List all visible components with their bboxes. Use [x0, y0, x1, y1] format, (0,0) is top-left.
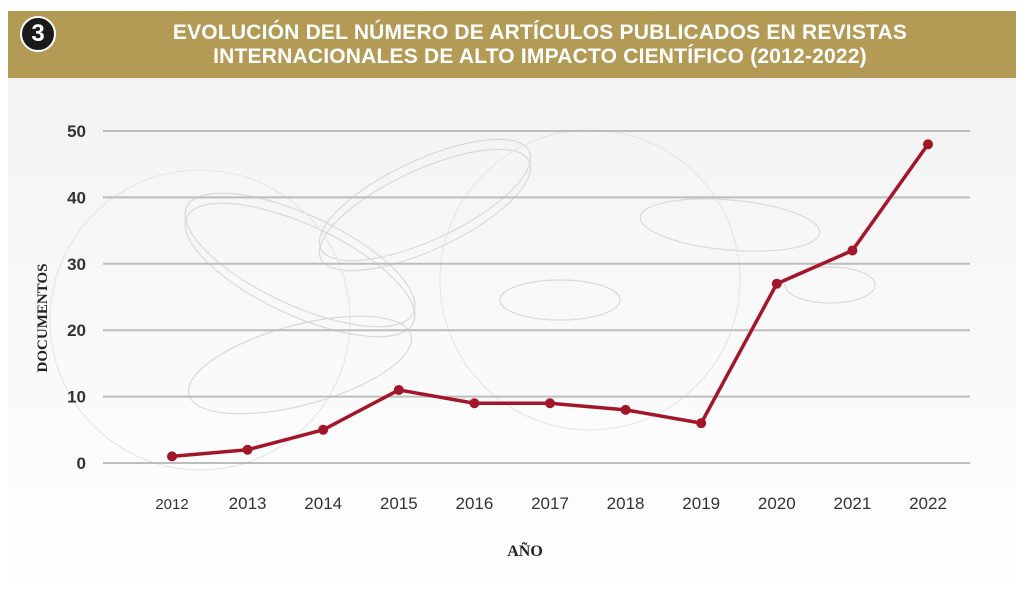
y-tick-label: 50: [67, 122, 86, 141]
x-tick-label: 2018: [607, 494, 645, 513]
x-tick-label: 2014: [304, 494, 342, 513]
data-point-2017: [545, 398, 555, 409]
x-tick-label: 2013: [229, 494, 267, 513]
x-tick-label: 2017: [531, 494, 569, 513]
y-tick-label: 20: [67, 321, 86, 340]
data-point-2022: [923, 139, 933, 150]
data-point-2013: [242, 444, 253, 455]
x-tick-label: 2012: [155, 496, 188, 513]
figure-number-badge: 3: [20, 16, 56, 52]
y-tick-label: 40: [67, 188, 86, 207]
x-tick-label: 2015: [380, 494, 418, 513]
y-tick-label: 30: [67, 255, 86, 274]
data-point-2015: [393, 384, 404, 395]
data-point-2014: [318, 424, 329, 435]
x-tick-label: 2019: [682, 494, 720, 513]
plot-background: [8, 78, 1016, 601]
x-tick-label: 2016: [455, 494, 493, 513]
x-axis-label: AÑO: [507, 541, 543, 560]
x-tick-labels: 2012 2013 2014 2015 2016 2017 2018 2019 2020 2021…: [155, 494, 947, 513]
data-point-2019: [696, 418, 707, 429]
x-tick-label: 2021: [833, 494, 871, 513]
y-tick-label: 10: [67, 388, 86, 407]
chart-title-line-1: EVOLUCIÓN DEL NÚMERO DE ARTÍCULOS PUBLIC…: [172, 20, 908, 44]
series-points: [167, 139, 933, 462]
chart-title-line-2: INTERNACIONALES DE ALTO IMPACTO CIENTÍFI…: [213, 44, 867, 68]
x-tick-label: 2022: [909, 494, 947, 513]
data-point-2020: [771, 278, 782, 289]
data-point-2018: [620, 404, 631, 415]
chart-title: EVOLUCIÓN DEL NÚMERO DE ARTÍCULOS PUBLIC…: [80, 11, 1000, 78]
y-axis-label: DOCUMENTOS: [35, 264, 51, 373]
y-tick-labels: 0 10 20 30 40 50: [67, 122, 86, 473]
data-point-2012: [167, 451, 177, 462]
title-banner: [8, 11, 1016, 78]
data-point-2016: [469, 398, 480, 409]
x-tick-label: 2020: [758, 494, 796, 513]
data-point-2021: [847, 245, 858, 256]
y-tick-label: 0: [77, 454, 86, 473]
background-decoration: [49, 129, 876, 471]
